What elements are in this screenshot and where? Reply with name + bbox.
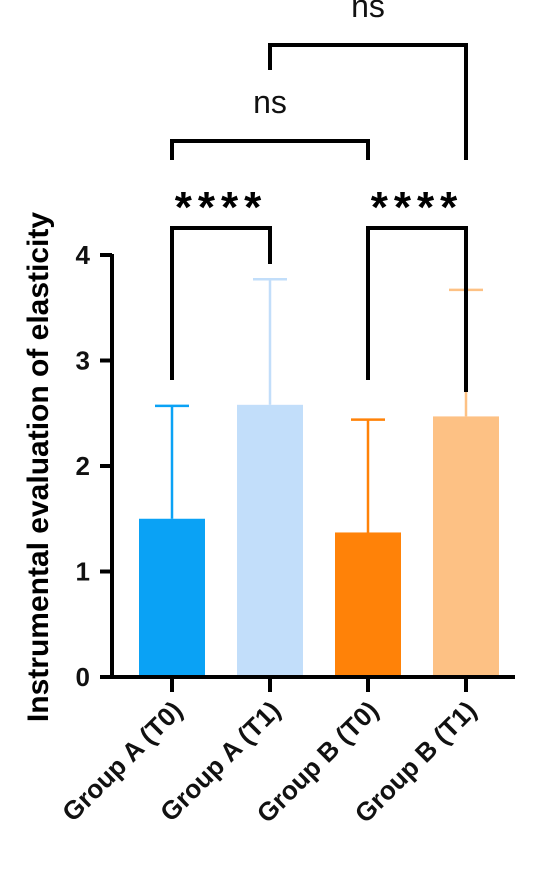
significance-brackets: **** **** ns ns: [170, 0, 468, 392]
significance-label: ns: [253, 84, 287, 120]
y-tick-label: 4: [76, 240, 91, 270]
y-tick-label: 3: [76, 346, 90, 376]
significance-bracket: [268, 43, 468, 160]
y-ticks: 0 1 2 3 4: [76, 240, 112, 692]
y-tick-label: 1: [76, 557, 90, 587]
bar: [139, 518, 205, 677]
significance-bracket: [170, 226, 272, 380]
y-axis-label: Instrumental evaluation of elasticity: [22, 212, 55, 722]
bar: [433, 416, 499, 677]
bar: [237, 404, 303, 677]
significance-label: ns: [351, 0, 385, 24]
significance-label: ****: [371, 183, 464, 232]
y-tick-label: 2: [76, 451, 90, 481]
bar: [335, 532, 401, 677]
x-ticks: Group A (T0)Group A (T1)Group B (T0)Grou…: [56, 677, 482, 829]
significance-label: ****: [175, 183, 268, 232]
significance-bracket: [366, 226, 468, 392]
y-tick-label: 0: [76, 662, 90, 692]
significance-bracket: [170, 139, 370, 160]
bars: [139, 404, 499, 677]
